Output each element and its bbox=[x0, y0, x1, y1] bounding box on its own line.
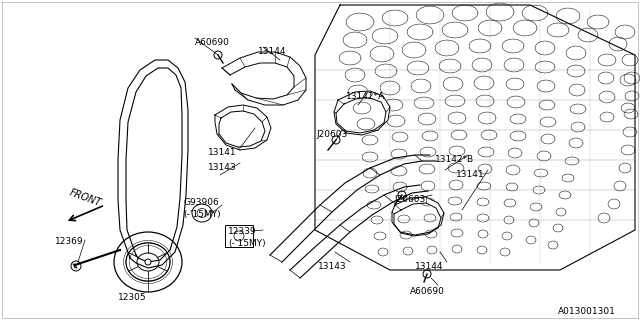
Polygon shape bbox=[334, 91, 390, 135]
Text: (-’15MY): (-’15MY) bbox=[228, 239, 266, 248]
Text: J20603: J20603 bbox=[316, 130, 348, 139]
Text: 12339: 12339 bbox=[228, 227, 257, 236]
Text: 13142*B: 13142*B bbox=[435, 155, 474, 164]
Text: 13141: 13141 bbox=[208, 148, 237, 157]
Text: A013001301: A013001301 bbox=[558, 307, 616, 316]
Text: 13142*A: 13142*A bbox=[346, 92, 385, 101]
Text: 13144: 13144 bbox=[415, 262, 444, 271]
Polygon shape bbox=[315, 5, 635, 270]
Text: (-’15MY): (-’15MY) bbox=[183, 210, 221, 219]
Text: 13141: 13141 bbox=[456, 170, 484, 179]
Polygon shape bbox=[215, 105, 271, 150]
Text: FRONT: FRONT bbox=[68, 187, 102, 208]
Text: 12369: 12369 bbox=[55, 237, 84, 246]
Text: 13143: 13143 bbox=[208, 163, 237, 172]
Text: 13144: 13144 bbox=[258, 47, 287, 56]
Text: A60690: A60690 bbox=[410, 287, 445, 296]
Text: 12305: 12305 bbox=[118, 293, 147, 302]
Text: A60690: A60690 bbox=[195, 38, 230, 47]
Polygon shape bbox=[222, 52, 306, 105]
Text: J20603: J20603 bbox=[394, 195, 425, 204]
Polygon shape bbox=[392, 197, 444, 236]
Circle shape bbox=[145, 259, 151, 265]
Text: 13143: 13143 bbox=[318, 262, 347, 271]
Text: G93906: G93906 bbox=[183, 198, 219, 207]
